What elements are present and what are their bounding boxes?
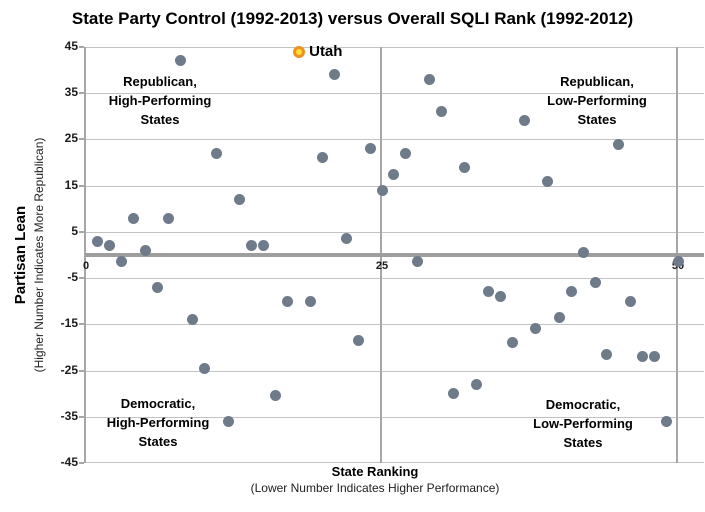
data-point	[305, 295, 317, 307]
data-point	[589, 277, 601, 289]
data-point	[317, 152, 329, 164]
data-point	[423, 73, 435, 85]
gridline-y-15	[86, 185, 704, 187]
data-point	[494, 291, 506, 303]
data-point	[577, 247, 589, 259]
data-point	[530, 323, 542, 335]
data-point	[412, 256, 424, 268]
gridline-y--5	[86, 278, 704, 280]
quadrant-label-top-left: Republican, High-Performing States	[108, 74, 212, 127]
quadrant-label-top-right: Republican, Low-Performing States	[547, 74, 647, 127]
gridline-y-5	[86, 231, 704, 233]
data-point	[258, 240, 270, 252]
gridline-y-35	[86, 93, 704, 95]
data-point	[246, 240, 258, 252]
data-point	[139, 244, 151, 256]
quadrant-label-bottom-left: Democratic, High-Performing States	[106, 396, 210, 449]
y-tick-mark	[79, 230, 84, 233]
data-point	[127, 212, 139, 224]
data-point	[116, 256, 128, 268]
data-point	[542, 175, 554, 187]
y-tick-mark	[79, 92, 84, 95]
y-tick-mark	[79, 277, 84, 280]
gridline-y--15	[86, 324, 704, 326]
y-tick-label: -15	[60, 316, 78, 331]
data-point	[660, 415, 672, 427]
data-point	[554, 311, 566, 323]
data-point	[376, 184, 388, 196]
data-point	[234, 194, 246, 206]
x-axis-subtitle: (Lower Number Indicates Higher Performan…	[250, 481, 500, 495]
y-tick-mark	[79, 184, 84, 187]
y-axis-title: Partisan Lean	[12, 205, 29, 305]
data-point	[459, 161, 471, 173]
y-tick-label: 35	[64, 85, 78, 100]
data-point	[151, 281, 163, 293]
quadrant-label-bottom-right: Democratic, Low-Performing States	[533, 397, 633, 450]
data-point	[269, 390, 281, 402]
gridline-y--35	[86, 416, 704, 418]
y-tick-label: 5	[71, 223, 78, 238]
data-point	[222, 415, 234, 427]
y-tick-label: -5	[67, 270, 78, 285]
gridline-y-45	[86, 47, 704, 48]
y-tick-mark	[79, 369, 84, 372]
utah-point	[293, 45, 306, 58]
y-tick-mark	[79, 462, 84, 464]
data-point	[565, 286, 577, 298]
data-point	[613, 138, 625, 150]
data-point	[636, 351, 648, 363]
x-tick-label: 25	[375, 260, 389, 272]
data-point	[163, 212, 175, 224]
data-point	[352, 335, 364, 346]
data-point	[340, 233, 352, 245]
x-tick-label: 0	[82, 260, 90, 272]
y-tick-label: -35	[60, 408, 78, 423]
y-tick-label: -25	[60, 362, 78, 377]
data-point	[447, 388, 459, 400]
data-point	[175, 55, 187, 67]
data-point	[210, 147, 222, 159]
data-point	[625, 295, 637, 307]
data-point	[435, 106, 447, 118]
y-tick-label: 25	[64, 131, 78, 146]
utah-label: Utah	[309, 42, 343, 60]
x-axis-title: State Ranking	[331, 464, 419, 479]
zero-line	[86, 253, 704, 257]
data-point	[364, 143, 376, 155]
y-tick-mark	[79, 323, 84, 326]
y-tick-label: 45	[64, 39, 78, 53]
data-point	[329, 69, 341, 81]
data-point	[601, 348, 613, 360]
y-tick-label: 15	[64, 177, 78, 192]
y-tick-mark	[79, 138, 84, 141]
data-point	[198, 362, 210, 374]
gridline-y-25	[86, 139, 704, 141]
gridline-y--45	[86, 462, 704, 463]
data-point	[506, 337, 518, 349]
data-point	[483, 286, 495, 298]
data-point	[400, 147, 412, 159]
y-tick-label: -45	[60, 455, 78, 469]
chart-title: State Party Control (1992-2013) versus O…	[71, 9, 634, 28]
data-point	[281, 295, 293, 307]
y-axis-line	[84, 47, 86, 463]
data-point	[648, 351, 660, 363]
data-point	[672, 256, 684, 268]
data-point	[104, 240, 116, 252]
data-point	[471, 378, 483, 390]
data-point	[92, 235, 104, 247]
data-point	[388, 168, 400, 180]
plot-area: Republican, High-Performing States Repub…	[79, 43, 704, 464]
y-tick-mark	[79, 46, 84, 48]
y-tick-mark	[79, 415, 84, 418]
y-axis-subtitle: (Higher Number Indicates More Republican…	[32, 137, 46, 373]
gridline-y--25	[86, 370, 704, 372]
data-point	[187, 314, 199, 326]
data-point	[518, 115, 530, 127]
